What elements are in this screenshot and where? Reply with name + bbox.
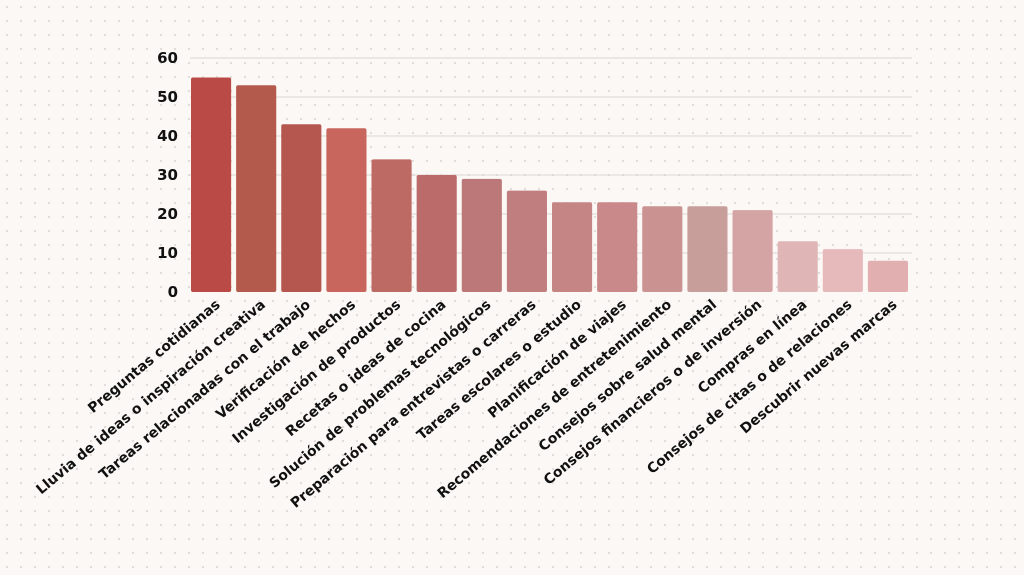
bar bbox=[191, 77, 232, 292]
bar bbox=[416, 175, 457, 292]
y-tick-label: 40 bbox=[157, 127, 178, 145]
bar bbox=[236, 85, 277, 292]
bar bbox=[506, 190, 547, 292]
y-tick-label: 30 bbox=[157, 166, 178, 184]
x-tick-label: Tareas escolares o estudio bbox=[414, 297, 585, 444]
bar bbox=[732, 210, 773, 292]
y-tick-label: 0 bbox=[168, 283, 178, 301]
bars bbox=[191, 77, 908, 292]
bar bbox=[642, 206, 683, 292]
bar bbox=[867, 260, 908, 292]
y-tick-label: 60 bbox=[157, 49, 178, 67]
y-tick-label: 50 bbox=[157, 88, 178, 106]
y-tick-label: 20 bbox=[157, 205, 178, 223]
bar bbox=[687, 206, 728, 292]
bar bbox=[552, 202, 593, 292]
y-axis: 0 10 20 30 40 50 60 bbox=[157, 49, 178, 301]
x-tick-label: Tareas relacionadas con el trabajo bbox=[96, 297, 314, 483]
bar bbox=[461, 178, 502, 292]
bar bbox=[777, 241, 818, 292]
y-tick-label: 10 bbox=[157, 244, 178, 262]
bar bbox=[371, 159, 412, 292]
bar bbox=[281, 124, 322, 292]
bar bbox=[326, 128, 367, 292]
bar bbox=[822, 249, 863, 292]
bar bbox=[597, 202, 638, 292]
